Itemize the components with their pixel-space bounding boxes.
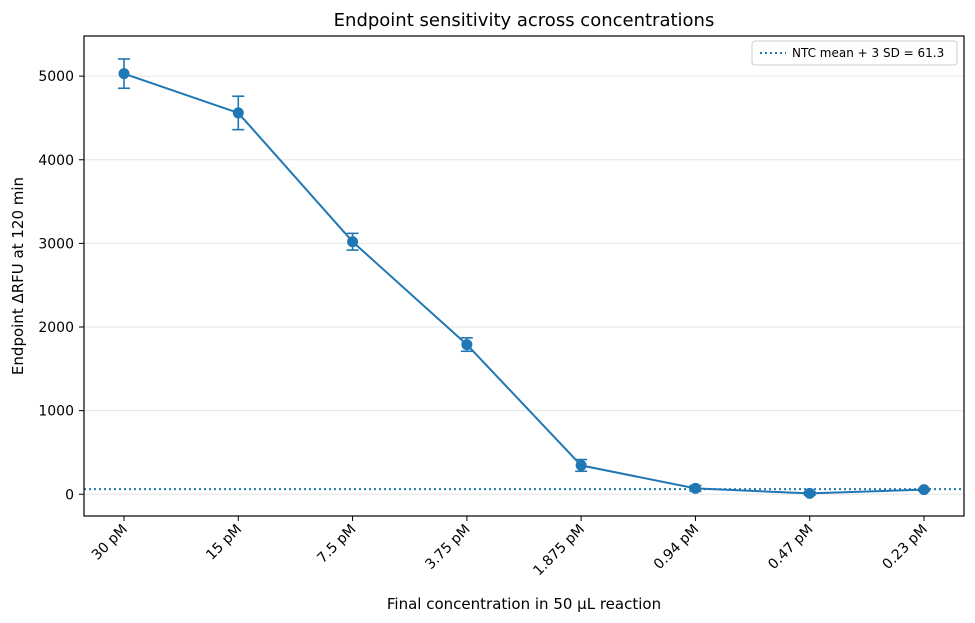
x-axis-label: Final concentration in 50 µL reaction bbox=[387, 595, 661, 613]
data-point bbox=[689, 482, 701, 494]
y-axis-label: Endpoint ΔRFU at 120 min bbox=[9, 177, 27, 375]
legend: NTC mean + 3 SD = 61.3 bbox=[751, 40, 958, 66]
x-tick-label: 0.47 pM bbox=[765, 522, 816, 573]
data-point bbox=[118, 68, 130, 80]
y-axis: 0 1000 2000 3000 4000 5000 bbox=[38, 69, 84, 503]
y-tick-label: 4000 bbox=[38, 153, 74, 169]
y-tick-label: 2000 bbox=[38, 320, 74, 336]
x-tick-label: 0.94 pM bbox=[651, 522, 702, 573]
x-tick-label: 7.5 pM bbox=[314, 522, 359, 567]
x-tick-label: 0.23 pM bbox=[879, 522, 930, 573]
legend-box bbox=[751, 40, 958, 66]
legend-label-threshold: NTC mean + 3 SD = 61.3 bbox=[792, 46, 944, 60]
series-line bbox=[123, 72, 925, 495]
y-tick-label: 5000 bbox=[38, 69, 74, 85]
series-layer bbox=[118, 58, 930, 499]
chart-title: Endpoint sensitivity across concentratio… bbox=[334, 10, 715, 31]
x-axis: 30 pM 15 pM 7.5 pM 3.75 pM 1.875 pM 0.94 pM 0.… bbox=[89, 516, 931, 579]
data-point bbox=[232, 107, 244, 119]
data-point bbox=[461, 339, 473, 351]
plot-frame bbox=[83, 35, 965, 517]
x-tick-label: 1.875 pM bbox=[530, 522, 588, 580]
data-point bbox=[347, 236, 359, 248]
y-tick-label: 3000 bbox=[38, 236, 74, 252]
data-point bbox=[804, 487, 816, 499]
x-tick-label: 30 pM bbox=[89, 522, 131, 564]
x-tick-label: 3.75 pM bbox=[422, 522, 473, 573]
data-point bbox=[918, 484, 930, 496]
data-point bbox=[575, 459, 587, 471]
grid-lines bbox=[84, 75, 964, 495]
x-tick-label: 15 pM bbox=[203, 522, 245, 564]
y-tick-label: 0 bbox=[65, 487, 74, 503]
y-tick-label: 1000 bbox=[38, 404, 74, 420]
